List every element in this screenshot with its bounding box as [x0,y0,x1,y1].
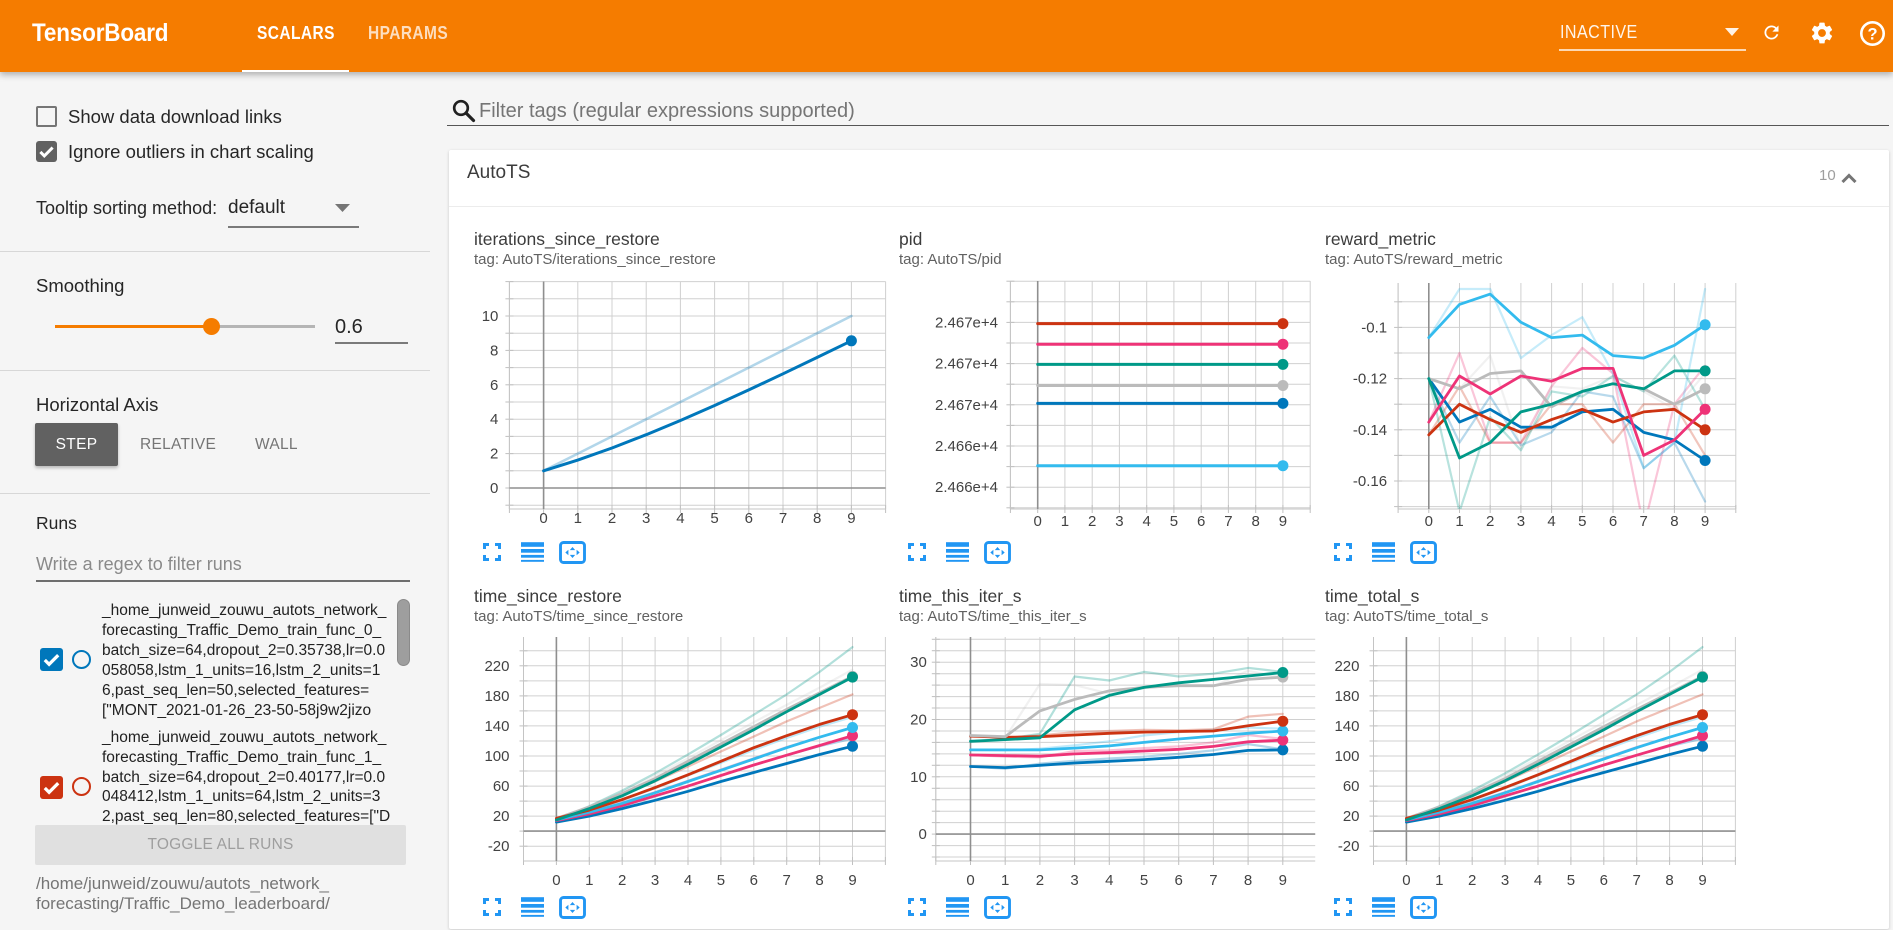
svg-text:20: 20 [910,712,927,729]
svg-text:100: 100 [484,748,509,765]
svg-text:220: 220 [484,658,509,675]
svg-text:-20: -20 [1338,838,1360,855]
svg-text:8: 8 [1670,513,1678,530]
svg-text:140: 140 [484,718,509,735]
svg-text:4: 4 [1547,513,1555,530]
svg-text:4: 4 [490,411,498,428]
svg-text:8: 8 [1252,513,1260,530]
svg-text:5: 5 [717,872,725,889]
svg-text:6: 6 [1600,872,1608,889]
svg-text:3: 3 [1070,872,1078,889]
svg-text:7: 7 [779,510,787,527]
svg-text:1: 1 [1001,872,1009,889]
svg-text:5: 5 [1140,872,1148,889]
svg-text:60: 60 [1343,778,1360,795]
svg-text:0: 0 [1425,513,1433,530]
svg-text:5: 5 [1170,513,1178,530]
svg-text:?: ? [1867,26,1877,44]
svg-text:9: 9 [848,872,856,889]
svg-text:1: 1 [1061,513,1069,530]
svg-text:3: 3 [642,510,650,527]
svg-text:7: 7 [783,872,791,889]
svg-text:2: 2 [1036,872,1044,889]
svg-text:-20: -20 [488,838,510,855]
svg-text:3: 3 [1115,513,1123,530]
svg-text:3: 3 [651,872,659,889]
svg-text:9: 9 [847,510,855,527]
svg-text:-0.14: -0.14 [1353,422,1387,439]
svg-text:8: 8 [490,342,498,359]
svg-text:0: 0 [539,510,547,527]
svg-text:2: 2 [490,446,498,463]
svg-text:0: 0 [1402,872,1410,889]
svg-text:60: 60 [493,778,510,795]
svg-text:4: 4 [1105,872,1113,889]
svg-text:6: 6 [490,377,498,394]
svg-text:2: 2 [618,872,626,889]
svg-text:4: 4 [1534,872,1542,889]
svg-text:0: 0 [966,872,974,889]
svg-text:9: 9 [1698,872,1706,889]
svg-text:-0.16: -0.16 [1353,473,1387,490]
svg-text:3: 3 [1517,513,1525,530]
svg-text:2.467e+4: 2.467e+4 [935,314,998,331]
svg-text:7: 7 [1633,872,1641,889]
svg-text:1: 1 [1435,872,1443,889]
svg-text:6: 6 [1197,513,1205,530]
svg-text:7: 7 [1640,513,1648,530]
svg-text:5: 5 [1567,872,1575,889]
svg-text:6: 6 [750,872,758,889]
svg-text:1: 1 [1455,513,1463,530]
svg-text:1: 1 [585,872,593,889]
svg-text:2: 2 [1088,513,1096,530]
svg-text:20: 20 [493,808,510,825]
svg-text:0: 0 [552,872,560,889]
svg-text:0: 0 [918,826,926,843]
svg-text:5: 5 [710,510,718,527]
svg-text:10: 10 [910,769,927,786]
svg-text:20: 20 [1343,808,1360,825]
svg-text:4: 4 [676,510,684,527]
svg-text:-0.12: -0.12 [1353,371,1387,388]
svg-text:1: 1 [574,510,582,527]
svg-text:4: 4 [1143,513,1151,530]
svg-text:180: 180 [484,688,509,705]
svg-text:30: 30 [910,654,927,671]
svg-text:6: 6 [1175,872,1183,889]
svg-text:5: 5 [1578,513,1586,530]
svg-text:8: 8 [813,510,821,527]
svg-text:8: 8 [1665,872,1673,889]
svg-text:0: 0 [1034,513,1042,530]
svg-text:180: 180 [1334,688,1359,705]
svg-text:9: 9 [1701,513,1709,530]
svg-text:0: 0 [490,480,498,497]
svg-text:3: 3 [1501,872,1509,889]
svg-text:4: 4 [684,872,692,889]
svg-text:2: 2 [1486,513,1494,530]
svg-text:2.467e+4: 2.467e+4 [935,356,998,373]
svg-text:8: 8 [815,872,823,889]
svg-text:220: 220 [1334,658,1359,675]
svg-text:6: 6 [1609,513,1617,530]
svg-text:140: 140 [1334,718,1359,735]
svg-text:2: 2 [608,510,616,527]
svg-text:6: 6 [745,510,753,527]
svg-text:9: 9 [1279,513,1287,530]
svg-text:7: 7 [1209,872,1217,889]
svg-text:8: 8 [1244,872,1252,889]
svg-text:9: 9 [1279,872,1287,889]
svg-text:10: 10 [482,308,499,325]
svg-text:2.467e+4: 2.467e+4 [935,397,998,414]
svg-text:2: 2 [1468,872,1476,889]
svg-text:7: 7 [1224,513,1232,530]
svg-text:2.466e+4: 2.466e+4 [935,479,998,496]
svg-text:-0.1: -0.1 [1361,319,1387,336]
svg-text:2.466e+4: 2.466e+4 [935,438,998,455]
svg-text:100: 100 [1334,748,1359,765]
